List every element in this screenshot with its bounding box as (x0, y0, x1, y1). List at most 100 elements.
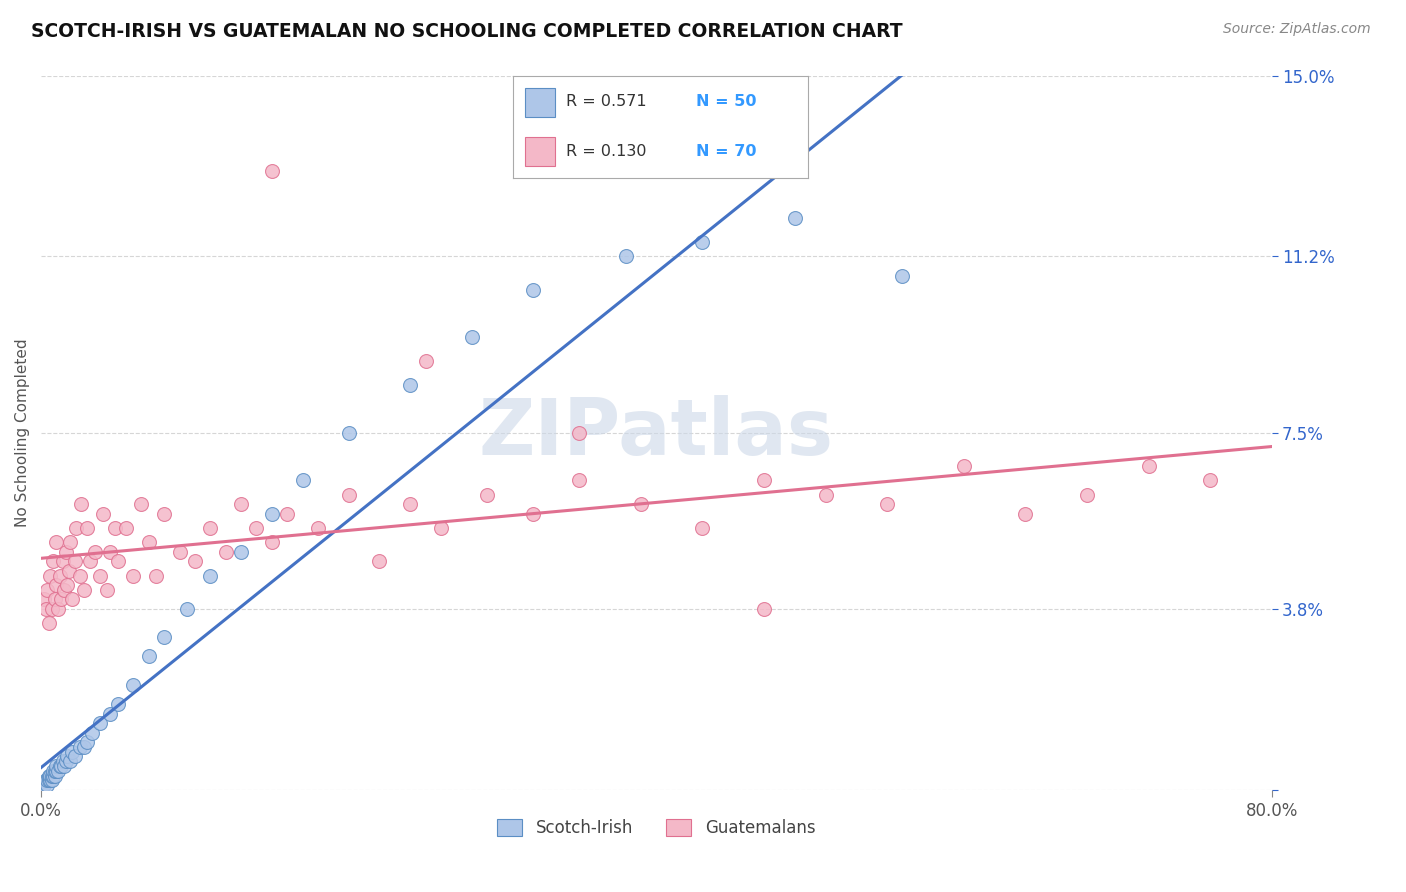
Point (752, 602, 775, 616)
Point (35, 773, 58, 788)
Point (53, 759, 76, 773)
Point (41, 602, 63, 616)
Point (215, 545, 238, 559)
Point (55, 545, 77, 559)
Point (45, 759, 67, 773)
Point (91, 507, 114, 521)
Point (114, 521, 136, 535)
Bar (524, 137, 554, 166)
Point (229, 545, 252, 559)
Point (80, 725, 103, 739)
Point (39, 568, 62, 582)
Point (153, 631, 176, 645)
Point (44, 764, 66, 778)
Point (138, 649, 160, 664)
Point (415, 354, 437, 368)
Point (79, 554, 101, 568)
Point (46, 602, 69, 616)
Point (98, 706, 121, 721)
Point (145, 568, 167, 582)
Point (37, 773, 59, 788)
Point (260, 163, 283, 178)
Point (37, 778, 59, 792)
Point (73, 582, 96, 597)
Point (42, 768, 65, 782)
Point (430, 521, 453, 535)
Point (63, 554, 86, 568)
Point (48, 759, 70, 773)
Point (45, 578, 67, 592)
Point (475, 487, 498, 501)
Point (45, 764, 67, 778)
Point (76, 735, 98, 749)
Point (1199, 473, 1222, 487)
Point (876, 497, 898, 511)
Text: N = 50: N = 50 (696, 95, 756, 110)
Point (260, 507, 283, 521)
Point (41, 768, 63, 782)
Point (614, 250, 637, 264)
Point (107, 554, 129, 568)
Point (399, 378, 422, 392)
Point (129, 497, 152, 511)
Point (1014, 507, 1036, 521)
Point (84, 545, 107, 559)
Point (953, 458, 976, 473)
Point (35, 602, 58, 616)
Point (337, 425, 360, 440)
Point (692, 521, 714, 535)
Point (891, 268, 914, 283)
Point (53, 582, 76, 597)
Point (307, 521, 329, 535)
Point (42, 554, 65, 568)
Point (69, 568, 91, 582)
Point (122, 568, 145, 582)
Point (69, 739, 91, 754)
Point (522, 283, 544, 297)
Text: N = 70: N = 70 (696, 144, 756, 159)
Point (461, 330, 484, 344)
Point (42, 764, 65, 778)
Point (48, 568, 70, 582)
Point (752, 473, 775, 487)
Text: Source: ZipAtlas.com: Source: ZipAtlas.com (1223, 22, 1371, 37)
Point (568, 425, 591, 440)
Point (1137, 458, 1160, 473)
Point (260, 535, 283, 549)
Text: SCOTCH-IRISH VS GUATEMALAN NO SCHOOLING COMPLETED CORRELATION CHART: SCOTCH-IRISH VS GUATEMALAN NO SCHOOLING … (31, 22, 903, 41)
Point (56, 749, 79, 764)
Point (52, 554, 75, 568)
Point (107, 697, 129, 711)
Point (49, 759, 72, 773)
Point (153, 507, 176, 521)
Point (59, 754, 82, 768)
Point (38, 768, 60, 782)
Point (783, 211, 806, 226)
Point (52, 754, 75, 768)
Point (89, 568, 111, 582)
Point (46, 764, 69, 778)
Point (58, 564, 80, 578)
Text: R = 0.130: R = 0.130 (567, 144, 647, 159)
Point (38, 616, 60, 631)
Point (65, 521, 87, 535)
Point (200, 521, 222, 535)
Point (368, 554, 391, 568)
Point (49, 592, 72, 607)
Text: ZIPatlas: ZIPatlas (479, 394, 834, 471)
Point (76, 521, 98, 535)
Point (245, 521, 267, 535)
Point (176, 602, 198, 616)
Point (98, 545, 121, 559)
Point (44, 768, 66, 782)
Point (39, 768, 62, 782)
Point (96, 582, 118, 597)
Point (73, 739, 96, 754)
Point (184, 554, 207, 568)
Point (56, 578, 79, 592)
Point (814, 487, 837, 501)
Point (63, 749, 86, 764)
Point (89, 716, 111, 731)
Point (138, 535, 160, 549)
Text: R = 0.571: R = 0.571 (567, 95, 647, 110)
